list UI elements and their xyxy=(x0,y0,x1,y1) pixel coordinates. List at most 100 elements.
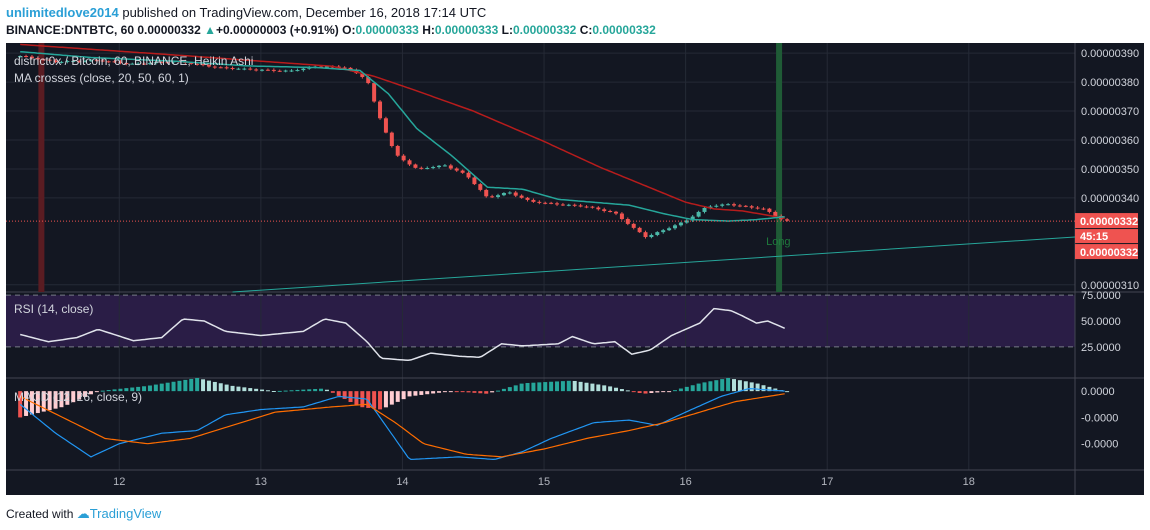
candle-body xyxy=(454,168,459,171)
macd-histogram-bar xyxy=(307,389,312,392)
candle-body xyxy=(732,204,737,206)
macd-histogram-bar xyxy=(248,388,253,392)
change-arrow-icon: ▲ xyxy=(204,23,216,37)
macd-histogram-bar xyxy=(189,378,194,392)
symbol-info: BINANCE:DNTBTC, 60 0.00000332 ▲+0.000000… xyxy=(6,23,656,37)
candle-body xyxy=(684,220,689,223)
candle-body xyxy=(378,101,383,119)
countdown-tag: 45:15 xyxy=(1080,231,1108,243)
macd-histogram-bar xyxy=(537,382,542,392)
x-tick-label: 13 xyxy=(255,476,267,488)
sell-signal-bar xyxy=(38,43,45,292)
candle-body xyxy=(743,205,748,207)
candle-body xyxy=(720,204,725,206)
macd-histogram-bar xyxy=(59,391,64,408)
macd-histogram-bar xyxy=(41,391,46,412)
macd-histogram-bar xyxy=(673,390,678,392)
macd-tick-label: -0.0000 xyxy=(1081,439,1118,451)
macd-histogram-bar xyxy=(242,387,247,392)
macd-histogram-bar xyxy=(708,381,713,392)
candle-body xyxy=(501,192,506,196)
candle-body xyxy=(295,70,300,72)
macd-histogram-bar xyxy=(218,383,223,392)
y-tick-label: 0.00000350 xyxy=(1081,164,1139,176)
candle-body xyxy=(649,234,654,238)
candle-body xyxy=(584,206,589,208)
publish-text: published on TradingView.com, December 1… xyxy=(122,5,487,20)
candle-body xyxy=(348,67,353,70)
high-value: 0.00000333 xyxy=(434,23,499,37)
macd-histogram-bar xyxy=(106,390,111,392)
macd-histogram-bar xyxy=(608,386,613,392)
macd-histogram-bar xyxy=(555,381,560,392)
macd-histogram-bar xyxy=(395,391,400,402)
macd-histogram-bar xyxy=(136,386,141,392)
candle-body xyxy=(478,184,483,190)
macd-histogram-bar xyxy=(142,386,147,392)
created-with-text: Created with xyxy=(6,507,74,521)
macd-histogram-bar xyxy=(425,391,430,395)
macd-histogram-bar xyxy=(260,389,265,392)
price-tag-ma: 0.00000332 xyxy=(1080,247,1138,259)
macd-histogram-bar xyxy=(88,391,93,395)
macd-histogram-bar xyxy=(649,391,654,394)
candle-body xyxy=(442,165,447,167)
macd-histogram-bar xyxy=(773,388,778,392)
candle-body xyxy=(696,211,701,217)
macd-histogram-bar xyxy=(277,390,282,392)
candle-body xyxy=(395,145,400,156)
macd-histogram-bar xyxy=(171,381,176,392)
macd-histogram-bar xyxy=(319,388,324,392)
x-tick-label: 12 xyxy=(113,476,125,488)
macd-histogram-bar xyxy=(230,385,235,392)
macd-histogram-bar xyxy=(678,388,683,392)
macd-histogram-bar xyxy=(419,391,424,395)
candle-body xyxy=(230,67,235,69)
macd-histogram-bar xyxy=(236,386,241,392)
macd-histogram-bar xyxy=(696,383,701,392)
candle-body xyxy=(106,61,111,63)
candle-body xyxy=(773,211,778,216)
candle-body xyxy=(714,205,719,207)
candle-body xyxy=(566,204,571,206)
y-tick-label: 0.00000380 xyxy=(1081,77,1139,89)
macd-histogram-bar xyxy=(407,391,412,397)
macd-histogram-bar xyxy=(360,391,365,408)
macd-histogram-bar xyxy=(35,391,40,414)
candle-body xyxy=(260,69,265,71)
macd-histogram-bar xyxy=(159,383,164,392)
macd-histogram-bar xyxy=(342,391,347,399)
candle-body xyxy=(608,210,613,212)
macd-histogram-bar xyxy=(130,387,135,392)
macd-histogram-bar xyxy=(118,388,123,392)
candle-body xyxy=(437,165,442,168)
macd-histogram-bar xyxy=(785,391,790,393)
macd-histogram-bar xyxy=(484,391,489,394)
macd-histogram-bar xyxy=(366,391,371,408)
rsi-line xyxy=(20,307,785,362)
macd-histogram-bar xyxy=(472,391,477,393)
candle-body xyxy=(224,67,229,69)
macd-histogram-bar xyxy=(330,391,335,393)
macd-histogram-bar xyxy=(667,391,672,393)
macd-tick-label: 0.0000 xyxy=(1081,386,1115,398)
macd-histogram-bar xyxy=(271,390,276,392)
macd-histogram-bar xyxy=(147,385,152,392)
candle-body xyxy=(661,230,666,233)
candle-body xyxy=(236,68,241,70)
macd-histogram-bar xyxy=(684,386,689,392)
close-value: 0.00000332 xyxy=(592,23,656,37)
tradingview-brand[interactable]: TradingView xyxy=(89,506,162,521)
candle-body xyxy=(47,59,52,61)
author-link[interactable]: unlimitedlove2014 xyxy=(6,5,119,20)
macd-histogram-bar xyxy=(525,383,530,392)
macd-histogram-bar xyxy=(531,382,536,392)
macd-histogram-bar xyxy=(206,380,211,392)
open-label: O: xyxy=(342,23,356,37)
candle-body xyxy=(602,209,607,211)
candle-body xyxy=(242,68,247,70)
macd-histogram-bar xyxy=(702,382,707,392)
candle-body xyxy=(643,232,648,238)
macd-histogram-bar xyxy=(265,390,270,392)
